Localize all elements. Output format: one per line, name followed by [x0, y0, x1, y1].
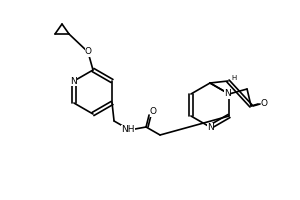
Text: N: N: [207, 122, 213, 132]
Text: N: N: [70, 76, 77, 86]
Text: O: O: [85, 47, 92, 56]
Text: H: H: [231, 75, 237, 81]
Text: O: O: [150, 108, 157, 116]
Text: N: N: [224, 90, 230, 98]
Text: O: O: [261, 98, 268, 108]
Text: NH: NH: [121, 124, 135, 134]
